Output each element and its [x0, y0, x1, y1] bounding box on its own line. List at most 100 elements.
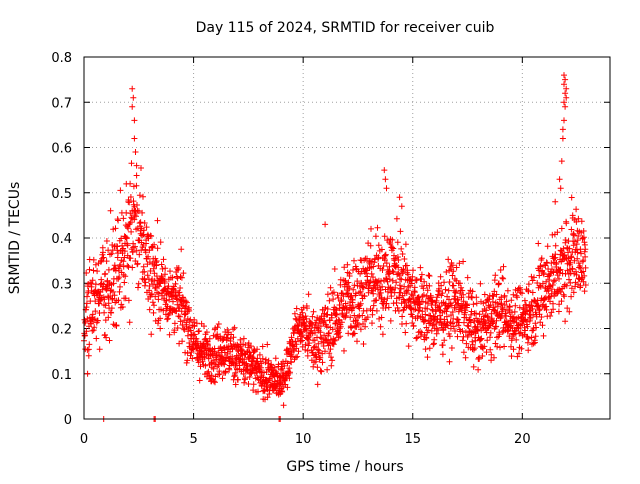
data-point: [231, 324, 238, 331]
data-point: [550, 278, 557, 285]
data-point: [461, 319, 467, 326]
data-point: [424, 305, 431, 312]
data-point: [293, 341, 300, 348]
data-point: [476, 355, 483, 362]
data-point: [240, 335, 247, 342]
data-point: [493, 317, 500, 324]
data-point: [111, 262, 118, 269]
data-point: [489, 298, 496, 305]
data-point: [453, 264, 460, 271]
data-point: [86, 341, 93, 348]
data-point: [297, 338, 304, 345]
data-point: [564, 267, 571, 274]
data-point: [139, 232, 146, 239]
data-point: [280, 358, 286, 365]
data-point: [342, 300, 349, 307]
data-point: [519, 290, 525, 297]
data-point: [524, 339, 531, 346]
data-point: [506, 304, 513, 310]
data-point: [335, 295, 342, 301]
data-point: [477, 336, 484, 343]
data-point: [562, 318, 569, 325]
data-point: [571, 232, 578, 239]
data-point: [516, 350, 522, 357]
data-point: [248, 343, 254, 350]
data-point: [334, 292, 341, 299]
data-point: [395, 308, 402, 314]
data-point: [116, 274, 123, 281]
data-point: [143, 240, 150, 247]
data-point: [281, 362, 288, 369]
data-point: [448, 345, 455, 351]
data-point: [500, 263, 507, 270]
data-point: [327, 346, 334, 353]
data-point: [154, 245, 161, 252]
data-point: [351, 330, 358, 337]
data-point: [487, 329, 494, 336]
data-point: [389, 268, 396, 275]
data-point: [547, 313, 554, 319]
data-point: [403, 320, 410, 327]
data-point: [149, 244, 156, 251]
data-point: [473, 300, 480, 307]
data-point: [456, 260, 463, 267]
data-point: [580, 257, 587, 264]
data-point: [151, 302, 157, 309]
data-point: [140, 227, 147, 234]
data-point: [368, 270, 375, 277]
data-point: [562, 76, 569, 83]
data-point: [563, 220, 570, 227]
data-point: [176, 289, 183, 296]
data-point: [557, 289, 564, 295]
data-point: [379, 283, 386, 290]
data-point: [219, 375, 226, 382]
data-point: [314, 346, 321, 353]
data-point: [94, 317, 101, 324]
data-point: [383, 300, 390, 307]
data-point: [322, 221, 329, 228]
data-point: [401, 256, 408, 262]
data-point: [308, 320, 315, 327]
data-point: [440, 321, 447, 328]
data-point: [403, 290, 410, 296]
data-point: [210, 332, 217, 339]
data-point: [152, 293, 159, 300]
data-point: [139, 209, 146, 216]
data-point: [120, 215, 127, 222]
data-point: [117, 261, 124, 268]
data-point: [372, 233, 379, 240]
data-point: [254, 355, 261, 362]
data-point: [426, 273, 433, 279]
data-point: [445, 256, 452, 263]
data-point: [88, 280, 95, 287]
data-point: [313, 353, 320, 360]
data-point: [567, 279, 574, 286]
data-point: [581, 288, 588, 295]
data-point: [449, 309, 456, 315]
data-point: [453, 288, 460, 295]
data-point: [295, 348, 302, 355]
data-point: [235, 376, 241, 383]
data-point: [332, 336, 339, 343]
data-point: [324, 366, 331, 373]
data-point: [410, 267, 416, 274]
data-point: [309, 313, 316, 320]
data-point: [144, 231, 151, 238]
data-point: [486, 296, 493, 303]
data-point: [490, 293, 497, 300]
y-axis-label: SRMTID / TECUs: [7, 182, 23, 295]
data-point: [415, 294, 422, 301]
data-point: [389, 277, 396, 284]
data-point: [437, 318, 444, 325]
data-point: [129, 264, 136, 271]
data-point: [256, 351, 263, 358]
data-point: [319, 359, 326, 366]
data-point: [131, 117, 138, 124]
data-point: [164, 316, 171, 323]
data-point: [582, 264, 589, 271]
data-point: [293, 305, 300, 312]
data-point: [322, 348, 328, 355]
data-point: [433, 308, 440, 315]
data-point: [340, 304, 347, 311]
data-point: [381, 233, 388, 240]
